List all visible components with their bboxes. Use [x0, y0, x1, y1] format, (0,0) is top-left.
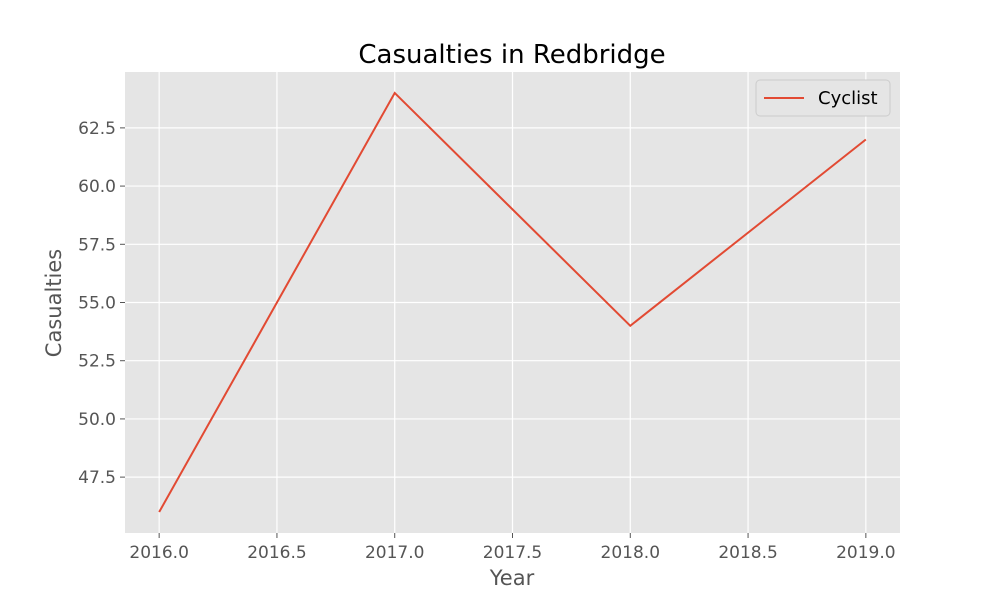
series-lines [158, 91, 867, 513]
x-tick-label: 2017.5 [483, 543, 542, 563]
axis-ticks: 2016.0 2016.5 2017.0 2017.5 2018.0 2018.5 2019… [78, 119, 895, 563]
x-axis-label: Year [489, 566, 535, 590]
chart-title: Casualties in Redbridge [358, 40, 665, 70]
y-tick-label: 47.5 [78, 468, 116, 488]
y-tick-label: 55.0 [78, 294, 116, 314]
y-axis-label: Casualties [42, 249, 66, 357]
y-tick-label: 62.5 [78, 119, 116, 139]
grid-lines [125, 72, 900, 533]
x-tick-label: 2017.0 [365, 543, 424, 563]
legend-box [755, 79, 891, 117]
y-tick-label: 52.5 [78, 352, 116, 372]
x-tick-label: 2016.0 [129, 543, 188, 563]
y-tick-label: 60.0 [78, 177, 116, 197]
x-tick-label: 2019.0 [836, 543, 895, 563]
x-tick-label: 2018.5 [718, 543, 777, 563]
legend: Cyclist [755, 79, 891, 117]
series-line-cyclist [158, 91, 867, 513]
x-tick-label: 2016.5 [247, 543, 306, 563]
y-tick-label: 50.0 [78, 410, 116, 430]
y-tick-label: 57.5 [78, 235, 116, 255]
x-tick-label: 2018.0 [601, 543, 660, 563]
legend-label-cyclist: Cyclist [818, 88, 878, 109]
